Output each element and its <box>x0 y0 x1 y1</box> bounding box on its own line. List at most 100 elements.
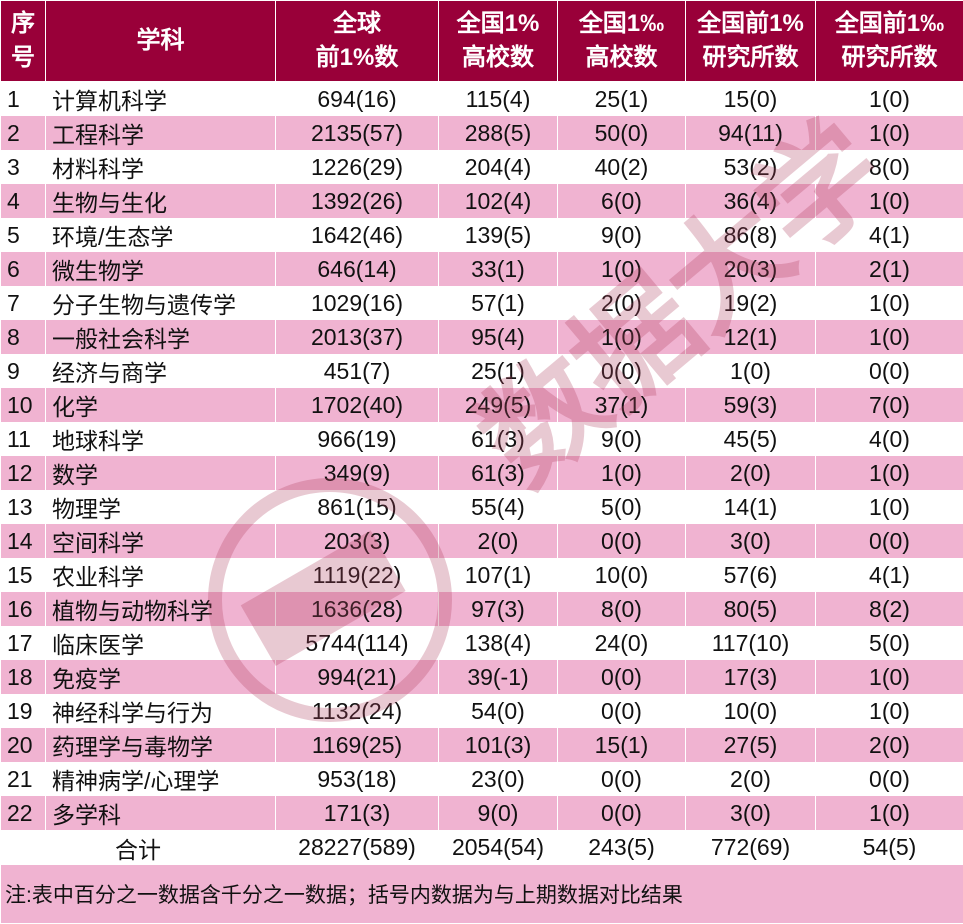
col-cn-univ-1permil-cell: 50(0) <box>557 116 686 150</box>
col-cn-inst-1permil-cell: 1(0) <box>815 456 963 490</box>
table-row: 4 生物与生化 1392(26) 102(4) 6(0) 36(4) 1(0) <box>0 184 963 218</box>
col-cn-univ-1pct-cell: 115(4) <box>438 81 558 116</box>
col-cn-univ-1pct-cell: 102(4) <box>438 184 558 218</box>
total-cell: 54(5) <box>815 830 963 865</box>
col-cn-inst-1pct-cell: 3(0) <box>685 524 816 558</box>
col-cn-inst-1pct-cell: 59(3) <box>685 388 816 422</box>
col-cn-univ-1permil-cell: 1(0) <box>557 456 686 490</box>
col-cn-inst-1permil-cell: 1(0) <box>815 184 963 218</box>
col-index-cell: 9 <box>0 354 46 388</box>
col-subject-cell: 农业科学 <box>45 558 276 592</box>
col-cn-inst-1pct-cell: 117(10) <box>685 626 816 660</box>
col-cn-univ-1pct-cell: 33(1) <box>438 252 558 286</box>
header-label: 研究所数 <box>841 44 938 71</box>
col-cn-inst-1pct-cell: 3(0) <box>685 796 816 830</box>
header-label: 高校数 <box>462 44 534 71</box>
col-global-top1-cell: 2013(37) <box>275 320 439 354</box>
col-cn-univ-1pct-cell: 249(5) <box>438 388 558 422</box>
col-index-cell: 2 <box>0 116 46 150</box>
col-cn-inst-1permil-cell: 0(0) <box>815 524 963 558</box>
col-subject-cell: 一般社会科学 <box>45 320 276 354</box>
col-subject-cell: 临床医学 <box>45 626 276 660</box>
col-cn-inst-1permil-cell: 8(2) <box>815 592 963 626</box>
table-row: 22 多学科 171(3) 9(0) 0(0) 3(0) 1(0) <box>0 796 963 830</box>
col-global-top1-cell: 5744(114) <box>275 626 439 660</box>
col-index-cell: 5 <box>0 218 46 252</box>
col-global-top1-cell: 171(3) <box>275 796 439 830</box>
col-cn-inst-1pct-cell: 86(8) <box>685 218 816 252</box>
table-row: 19 神经科学与行为 1132(24) 54(0) 0(0) 10(0) 1(0) <box>0 694 963 728</box>
col-cn-inst-1permil-cell: 5(0) <box>815 626 963 660</box>
col-cn-univ-1permil-cell: 0(0) <box>557 660 686 694</box>
col-cn-univ-1permil-cell: 24(0) <box>557 626 686 660</box>
table-row: 13 物理学 861(15) 55(4) 5(0) 14(1) 1(0) <box>0 490 963 524</box>
col-cn-inst-1pct-cell: 80(5) <box>685 592 816 626</box>
col-global-top1-cell: 1169(25) <box>275 728 439 762</box>
col-cn-univ-1permil-cell: 25(1) <box>557 81 686 116</box>
col-cn-inst-1pct-cell: 1(0) <box>685 354 816 388</box>
col-cn-univ-1permil-cell: 10(0) <box>557 558 686 592</box>
col-cn-inst-1permil-cell: 1(0) <box>815 116 963 150</box>
col-index-cell: 13 <box>0 490 46 524</box>
col-cn-inst-1pct-cell: 15(0) <box>685 81 816 116</box>
col-global-top1-cell: 1702(40) <box>275 388 439 422</box>
total-cell: 772(69) <box>685 830 816 865</box>
col-cn-univ-1pct-cell: 101(3) <box>438 728 558 762</box>
col-cn-inst-1permil-cell: 2(0) <box>815 728 963 762</box>
col-subject-cell: 药理学与毒物学 <box>45 728 276 762</box>
col-global-top1-cell: 1642(46) <box>275 218 439 252</box>
col-subject-cell: 分子生物与遗传学 <box>45 286 276 320</box>
table-row: 5 环境/生态学 1642(46) 139(5) 9(0) 86(8) 4(1) <box>0 218 963 252</box>
col-cn-univ-1permil-cell: 0(0) <box>557 354 686 388</box>
header-label: 全国1% <box>456 10 540 37</box>
header-col-global-top1: 全球 前1%数 <box>275 0 439 82</box>
table-row: 21 精神病学/心理学 953(18) 23(0) 0(0) 2(0) 0(0) <box>0 762 963 796</box>
col-cn-univ-1permil-cell: 15(1) <box>557 728 686 762</box>
col-index-cell: 22 <box>0 796 46 830</box>
col-global-top1-cell: 953(18) <box>275 762 439 796</box>
col-cn-univ-1pct-cell: 97(3) <box>438 592 558 626</box>
header-label: 前1%数 <box>315 44 399 71</box>
col-cn-univ-1permil-cell: 0(0) <box>557 694 686 728</box>
col-cn-univ-1pct-cell: 23(0) <box>438 762 558 796</box>
col-subject-cell: 数学 <box>45 456 276 490</box>
col-cn-inst-1permil-cell: 1(0) <box>815 694 963 728</box>
col-index-cell: 8 <box>0 320 46 354</box>
col-cn-inst-1permil-cell: 1(0) <box>815 286 963 320</box>
col-cn-univ-1permil-cell: 0(0) <box>557 762 686 796</box>
total-label: 合计 <box>0 830 276 865</box>
col-global-top1-cell: 966(19) <box>275 422 439 456</box>
col-cn-univ-1permil-cell: 9(0) <box>557 422 686 456</box>
header-label: 全国前1‰ <box>834 10 945 37</box>
header-label: 全国前1% <box>697 10 804 37</box>
header-col-cn-inst-1pct: 全国前1% 研究所数 <box>685 0 816 82</box>
header-label: 高校数 <box>585 44 658 71</box>
col-cn-inst-1pct-cell: 10(0) <box>685 694 816 728</box>
col-cn-univ-1permil-cell: 40(2) <box>557 150 686 184</box>
col-cn-inst-1permil-cell: 1(0) <box>815 81 963 116</box>
col-cn-univ-1permil-cell: 1(0) <box>557 252 686 286</box>
col-global-top1-cell: 349(9) <box>275 456 439 490</box>
col-cn-univ-1permil-cell: 2(0) <box>557 286 686 320</box>
header-label: 研究所数 <box>702 44 799 71</box>
col-global-top1-cell: 1636(28) <box>275 592 439 626</box>
col-cn-inst-1pct-cell: 2(0) <box>685 456 816 490</box>
col-subject-cell: 微生物学 <box>45 252 276 286</box>
col-cn-inst-1permil-cell: 1(0) <box>815 490 963 524</box>
header-col-subject: 学科 <box>45 0 276 82</box>
col-index-cell: 6 <box>0 252 46 286</box>
col-index-cell: 15 <box>0 558 46 592</box>
table-row: 2 工程科学 2135(57) 288(5) 50(0) 94(11) 1(0) <box>0 116 963 150</box>
col-cn-inst-1permil-cell: 2(1) <box>815 252 963 286</box>
col-cn-inst-1permil-cell: 4(0) <box>815 422 963 456</box>
col-cn-univ-1pct-cell: 55(4) <box>438 490 558 524</box>
col-cn-inst-1pct-cell: 53(2) <box>685 150 816 184</box>
col-cn-univ-1pct-cell: 61(3) <box>438 456 558 490</box>
col-index-cell: 12 <box>0 456 46 490</box>
col-subject-cell: 材料科学 <box>45 150 276 184</box>
col-cn-inst-1permil-cell: 0(0) <box>815 762 963 796</box>
col-global-top1-cell: 203(3) <box>275 524 439 558</box>
col-cn-univ-1pct-cell: 107(1) <box>438 558 558 592</box>
table-row: 16 植物与动物科学 1636(28) 97(3) 8(0) 80(5) 8(2) <box>0 592 963 626</box>
col-cn-univ-1pct-cell: 288(5) <box>438 116 558 150</box>
